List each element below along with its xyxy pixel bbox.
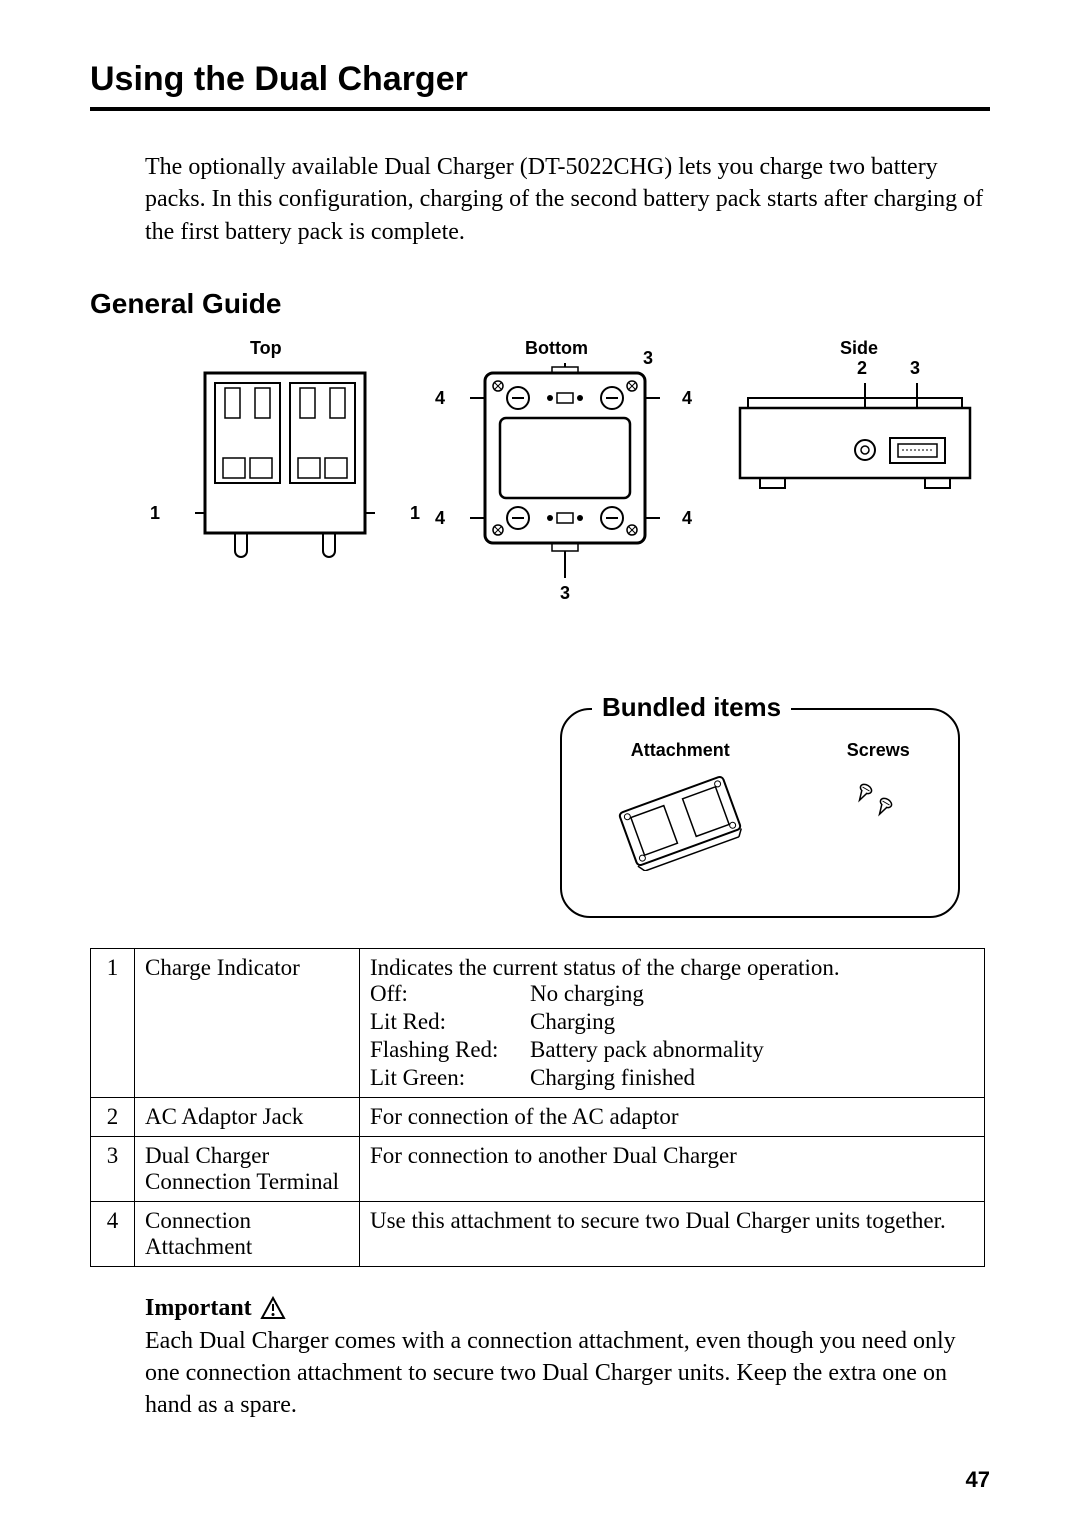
top-view-diagram	[195, 363, 375, 563]
callout-3-bottom: 3	[560, 583, 570, 604]
intro-paragraph: The optionally available Dual Charger (D…	[145, 151, 990, 248]
row4-num: 4	[91, 1202, 135, 1267]
status-flash-meaning: Battery pack abnormality	[530, 1037, 974, 1063]
callout-4c: 4	[435, 508, 445, 529]
row2-num: 2	[91, 1098, 135, 1137]
page-title: Using the Dual Charger	[90, 60, 990, 111]
page-number: 47	[966, 1467, 990, 1493]
row1-num: 1	[91, 949, 135, 1098]
side-view-diagram	[730, 378, 980, 508]
diagram-area: Top 1 1 Bottom	[130, 338, 990, 698]
table-row: 4 Connection Attachment Use this attachm…	[91, 1202, 985, 1267]
row3-name: Dual Charger Connection Terminal	[135, 1137, 360, 1202]
table-row: 2 AC Adaptor Jack For connection of the …	[91, 1098, 985, 1137]
parts-table: 1 Charge Indicator Indicates the current…	[90, 948, 985, 1267]
important-text: Each Dual Charger comes with a connectio…	[145, 1328, 956, 1419]
table-row: 3 Dual Charger Connection Terminal For c…	[91, 1137, 985, 1202]
status-red-label: Lit Red:	[370, 1009, 530, 1035]
top-view-label: Top	[250, 338, 282, 359]
row3-desc: For connection to another Dual Charger	[360, 1137, 985, 1202]
bottom-view-label: Bottom	[525, 338, 588, 359]
status-off-meaning: No charging	[530, 981, 974, 1007]
row1-name: Charge Indicator	[135, 949, 360, 1098]
attachment-label: Attachment	[631, 740, 730, 760]
row2-name: AC Adaptor Jack	[135, 1098, 360, 1137]
bundled-items-box: Bundled items Attachment Scr	[560, 708, 960, 918]
status-flash-label: Flashing Red:	[370, 1037, 530, 1063]
side-view-label: Side	[840, 338, 878, 359]
general-guide-heading: General Guide	[90, 288, 990, 320]
callout-3-side: 3	[910, 358, 920, 379]
callout-4a: 4	[435, 388, 445, 409]
row2-desc: For connection of the AC adaptor	[360, 1098, 985, 1137]
table-row: 1 Charge Indicator Indicates the current…	[91, 949, 985, 1098]
row1-desc-lead: Indicates the current status of the char…	[370, 955, 974, 981]
important-label-text: Important	[145, 1292, 252, 1324]
status-green-meaning: Charging finished	[530, 1065, 974, 1091]
callout-1-left: 1	[150, 503, 160, 524]
callout-4d: 4	[682, 508, 692, 529]
row1-desc: Indicates the current status of the char…	[360, 949, 985, 1098]
row4-desc: Use this attachment to secure two Dual C…	[360, 1202, 985, 1267]
warning-icon	[260, 1296, 286, 1320]
status-green-label: Lit Green:	[370, 1065, 530, 1091]
important-note: Important Each Dual Charger comes with a…	[145, 1292, 990, 1422]
status-off-label: Off:	[370, 981, 530, 1007]
callout-1-right: 1	[410, 503, 420, 524]
screws-icon	[848, 771, 908, 831]
row3-num: 3	[91, 1137, 135, 1202]
callout-4b: 4	[682, 388, 692, 409]
attachment-icon	[610, 771, 750, 871]
status-red-meaning: Charging	[530, 1009, 974, 1035]
screws-label: Screws	[847, 740, 910, 760]
bundled-items-title: Bundled items	[592, 692, 791, 723]
bottom-view-diagram	[470, 363, 660, 593]
callout-2-side: 2	[857, 358, 867, 379]
callout-3-top: 3	[643, 348, 653, 369]
row4-name: Connection Attachment	[135, 1202, 360, 1267]
